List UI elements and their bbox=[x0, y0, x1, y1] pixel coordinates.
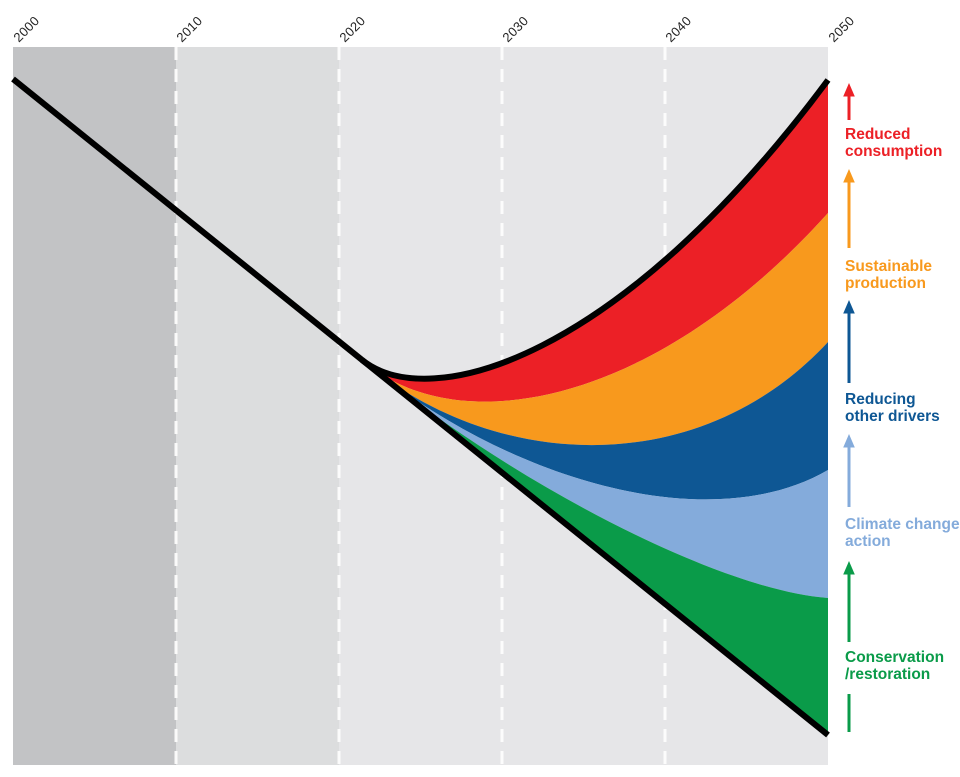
wedge-reducing-other-drivers bbox=[372, 342, 828, 500]
side-label-line2: /restoration bbox=[845, 666, 931, 683]
side-label-climate-change-action: Climate change action bbox=[845, 516, 960, 550]
decade-band-2010s bbox=[176, 47, 339, 765]
side-label-line2: production bbox=[845, 275, 926, 292]
decade-band-2000s bbox=[13, 47, 176, 765]
side-label-sustainable-production: Sustainable production bbox=[845, 258, 957, 292]
side-label-line1: Reduced bbox=[845, 126, 911, 143]
arrowhead-reduced-consumption bbox=[843, 83, 855, 97]
arrowhead-sustainable-production bbox=[843, 169, 855, 183]
side-label-line2: action bbox=[845, 533, 891, 550]
wedge-climate-change-action bbox=[372, 368, 828, 598]
recovery-curve bbox=[360, 78, 831, 382]
bau-line bbox=[11, 76, 830, 738]
arrowhead-conservation-restoration bbox=[843, 561, 855, 575]
side-label-conservation-restoration: Conservation /restoration bbox=[845, 649, 957, 683]
side-label-reduced-consumption: Reduced consumption bbox=[845, 126, 957, 160]
arrowhead-reducing-other-drivers bbox=[843, 300, 855, 314]
wedge-reduced-consumption bbox=[372, 80, 828, 402]
side-label-line1: Climate change bbox=[845, 516, 960, 533]
arrowhead-climate-change-action bbox=[843, 434, 855, 448]
side-label-line1: Sustainable bbox=[845, 258, 932, 275]
annotation-arrows bbox=[843, 83, 855, 732]
side-label-line2: other drivers bbox=[845, 408, 940, 425]
side-label-line1: Reducing bbox=[845, 391, 916, 408]
side-label-line1: Conservation bbox=[845, 649, 945, 666]
side-label-line2: consumption bbox=[845, 143, 943, 160]
side-label-reducing-other-drivers: Reducing other drivers bbox=[845, 391, 957, 425]
wedge-sustainable-production bbox=[372, 213, 828, 446]
